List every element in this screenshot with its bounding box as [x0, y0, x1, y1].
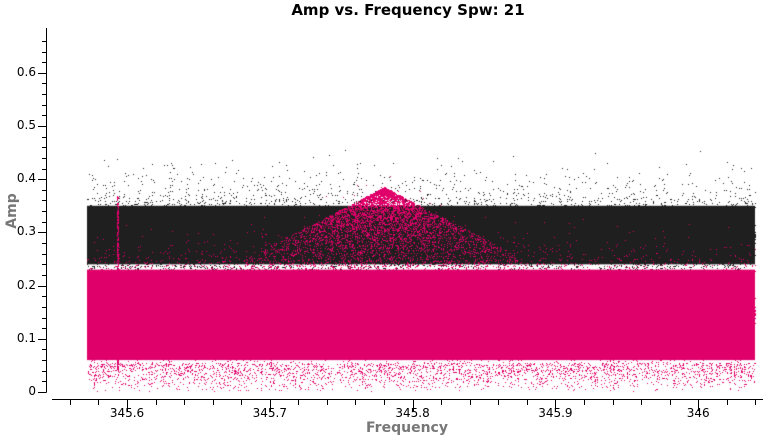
x-tick-label: 345.6 — [109, 406, 145, 420]
y-tick-label: 0.3 — [16, 224, 36, 239]
y-tick-label: 0.2 — [16, 277, 36, 292]
y-tick-label: 0.4 — [16, 171, 36, 186]
x-tick-label: 345.9 — [538, 406, 573, 420]
y-tick-label: 0.5 — [16, 118, 36, 132]
x-tick-label: 345.7 — [252, 406, 287, 420]
axes — [38, 28, 763, 411]
y-axis-title: Amp — [4, 193, 20, 229]
x-axis-title: Frequency — [366, 420, 448, 436]
x-tick-label: 346 — [686, 406, 710, 420]
y-tick-label: 0 — [28, 384, 36, 398]
x-tick-label: 345.8 — [395, 406, 430, 420]
y-tick-label: 0.1 — [16, 330, 36, 345]
y-tick-label: 0.6 — [16, 64, 36, 79]
